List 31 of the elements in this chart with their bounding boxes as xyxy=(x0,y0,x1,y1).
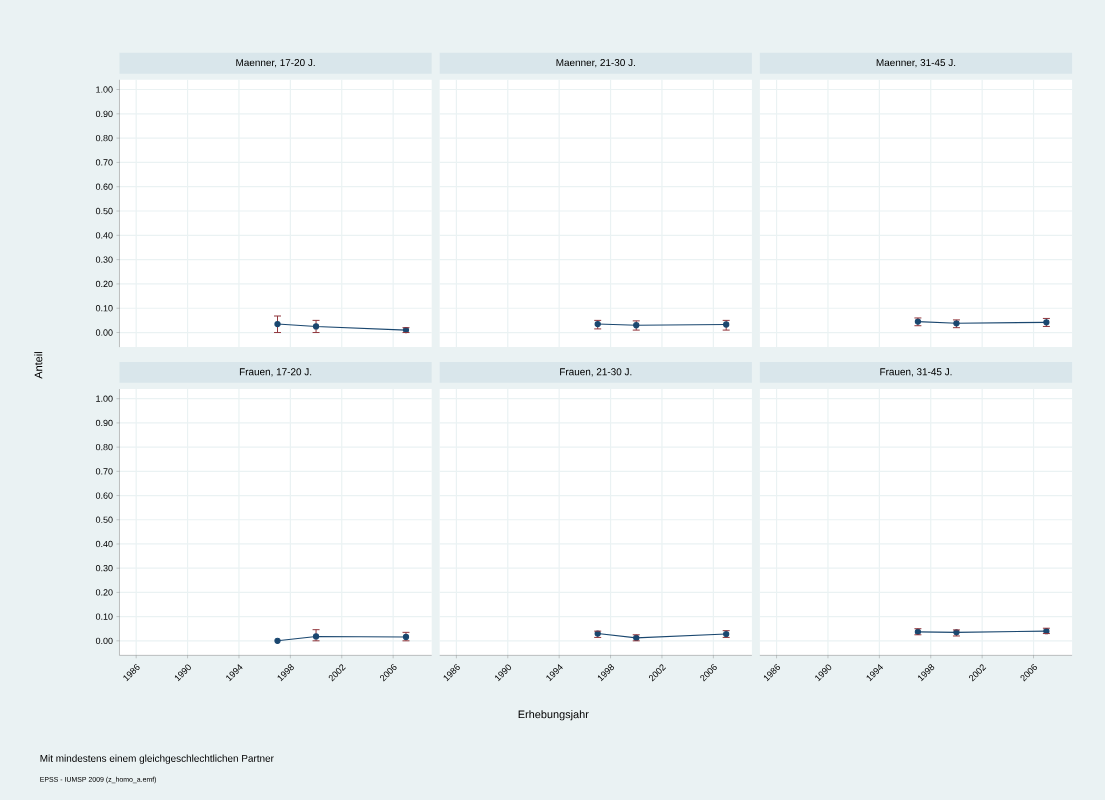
y-tick-label: 0.60 xyxy=(95,492,113,499)
y-tick-label: 1.00 xyxy=(96,86,113,93)
y-tick-label: 0.20 xyxy=(95,589,113,596)
y-tick-label: 0.50 xyxy=(95,207,113,215)
y-tick-label: 0.00 xyxy=(95,329,113,336)
x-axis-title: Erhebungsjahr xyxy=(518,710,589,721)
y-tick-label: 0.10 xyxy=(95,613,113,620)
y-axis-title: Anteil xyxy=(34,352,43,379)
y-tick-label: 0.80 xyxy=(95,134,113,142)
y-tick-label: 0.30 xyxy=(95,256,113,263)
y-tick-label: 0.50 xyxy=(95,516,113,523)
text: Mit mindestens einem gleichgeschlechtlichen Partner xyxy=(40,754,274,764)
y-tick-label: 0.30 xyxy=(95,565,113,572)
y-tick-label: 0.90 xyxy=(95,110,113,117)
y-tick-label: 0.20 xyxy=(95,280,113,288)
chart-title: Frauen, 31-45 J. xyxy=(880,368,952,377)
y-tick-label: 0.10 xyxy=(95,305,113,312)
chart-title: Maenner, 17-20 J. xyxy=(236,59,315,68)
y-tick-label: 0.90 xyxy=(95,419,113,427)
y-tick-label: 0.00 xyxy=(95,637,113,644)
y-tick-label: 0.40 xyxy=(95,232,113,239)
y-tick-label: 0.60 xyxy=(95,183,113,190)
chart-title: Maenner, 31-45 J. xyxy=(876,59,956,68)
y-tick-label: 0.70 xyxy=(95,159,113,166)
chart-title: Frauen, 21-30 J. xyxy=(560,368,632,377)
chart-title: Maenner, 21-30 J. xyxy=(556,59,635,68)
y-tick-label: 0.40 xyxy=(95,540,113,548)
chart-title: Frauen, 17-20 J. xyxy=(239,368,312,377)
y-tick-label: 1.00 xyxy=(96,395,113,402)
y-tick-label: 0.80 xyxy=(95,443,113,451)
y-tick-label: 0.70 xyxy=(95,468,113,475)
